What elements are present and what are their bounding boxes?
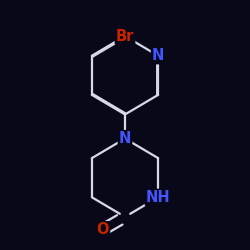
Text: N: N [119,131,131,146]
Text: Br: Br [116,29,134,44]
Text: NH: NH [146,190,171,205]
Text: N: N [152,48,164,63]
Text: O: O [96,222,109,237]
